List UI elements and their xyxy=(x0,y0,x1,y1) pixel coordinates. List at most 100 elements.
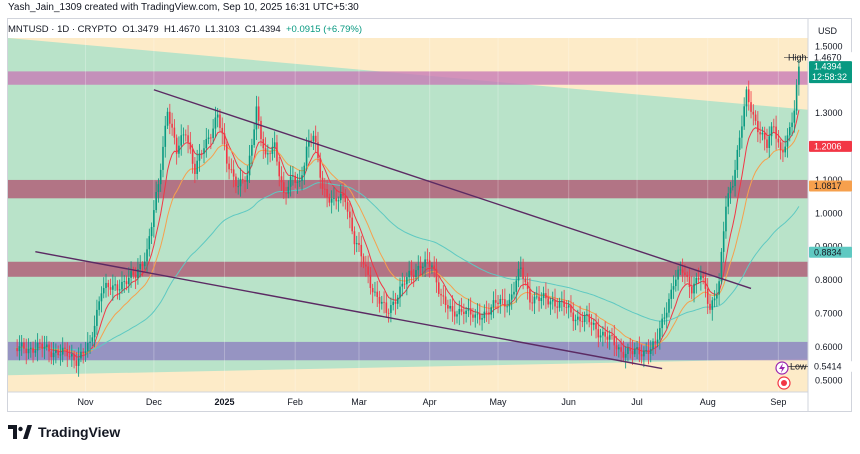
candle-body xyxy=(702,275,704,278)
candle-body xyxy=(82,351,85,354)
candle-body xyxy=(374,291,376,293)
candle-body xyxy=(314,135,317,143)
candle-body xyxy=(545,293,547,299)
candle-body xyxy=(613,335,616,346)
ohlc-open: O1.3479 xyxy=(122,24,159,35)
candle-body xyxy=(102,288,105,294)
candle-body xyxy=(216,114,219,118)
candle-body xyxy=(308,140,310,147)
candle-body xyxy=(226,144,228,164)
candle-body xyxy=(98,301,100,310)
candle-body xyxy=(251,145,253,156)
candle-body xyxy=(622,351,625,358)
candle-body xyxy=(18,346,21,352)
candle-body xyxy=(499,298,502,305)
candle-body xyxy=(447,304,449,309)
candle-body xyxy=(287,186,290,194)
candle-body xyxy=(178,145,180,154)
candle-body xyxy=(488,312,490,315)
candle-body xyxy=(656,339,659,344)
candle-body xyxy=(690,287,693,294)
candle-body xyxy=(399,286,401,298)
candle-body xyxy=(20,342,23,347)
candle-body xyxy=(779,142,782,151)
candle-body xyxy=(93,325,96,338)
candle-body xyxy=(547,298,549,305)
candle-body xyxy=(608,335,611,340)
candle-body xyxy=(43,346,46,349)
candle-body xyxy=(583,314,586,323)
candle-body xyxy=(670,289,673,299)
candle-body xyxy=(189,142,192,150)
candle-body xyxy=(754,114,757,121)
trendline-1 xyxy=(153,89,752,290)
candle-body xyxy=(453,311,456,317)
currency-label: USD xyxy=(818,26,838,36)
price-badge-value-ema_fast: 1.2006 xyxy=(814,141,842,151)
candle-body xyxy=(444,296,447,305)
candle-body xyxy=(649,349,652,354)
candle-body xyxy=(48,344,50,352)
candle-body xyxy=(542,293,545,298)
candle-body xyxy=(317,142,319,158)
candle-body xyxy=(745,89,748,107)
candle-body xyxy=(437,282,440,294)
y-tick-label: 1.3000 xyxy=(815,108,843,118)
candle-body xyxy=(194,163,196,174)
candle-body xyxy=(86,342,89,352)
candle-body xyxy=(442,295,445,297)
price-badge-value-ema_slow: 0.8834 xyxy=(814,247,842,257)
candle-body xyxy=(759,132,761,135)
support-zone xyxy=(8,341,808,361)
y-tick-label: 0.8000 xyxy=(815,275,843,285)
x-tick-label: Sep xyxy=(770,397,786,407)
candle-body xyxy=(77,358,80,366)
candle-body xyxy=(688,276,691,288)
candle-body xyxy=(64,347,66,349)
candle-body xyxy=(75,360,78,366)
candle-body xyxy=(141,264,144,267)
candle-body xyxy=(125,281,128,285)
x-tick-label: Jun xyxy=(561,397,576,407)
candle-body xyxy=(554,299,556,307)
candle-body xyxy=(207,137,210,139)
candle-body xyxy=(467,308,470,311)
candle-body xyxy=(71,354,73,357)
candle-body xyxy=(784,146,787,153)
tradingview-logo[interactable]: TradingView xyxy=(8,424,120,440)
candle-body xyxy=(394,301,397,304)
candle-body xyxy=(157,184,160,193)
price-badge-value-last: 1.4394 xyxy=(814,62,842,72)
candle-body xyxy=(150,227,153,237)
candle-body xyxy=(474,314,477,318)
candle-body xyxy=(431,265,433,267)
candle-body xyxy=(636,347,638,349)
candle-body xyxy=(143,261,146,267)
candle-body xyxy=(221,127,224,134)
candle-body xyxy=(483,311,486,319)
candle-body xyxy=(276,142,278,162)
x-tick-label: Apr xyxy=(423,397,437,407)
candle-body xyxy=(533,296,536,304)
candle-body xyxy=(747,89,750,103)
candle-body xyxy=(645,350,647,352)
candle-body xyxy=(367,266,369,275)
candle-body xyxy=(777,138,780,143)
candle-body xyxy=(29,347,32,349)
candle-body xyxy=(280,176,283,183)
candle-body xyxy=(292,175,294,177)
candle-body xyxy=(298,181,301,182)
candle-body xyxy=(458,308,461,315)
candle-body xyxy=(693,283,695,294)
candle-body xyxy=(232,169,235,177)
candle-body xyxy=(96,309,98,326)
candle-body xyxy=(23,342,25,349)
symbol-name[interactable]: MNTUSD · 1D · CRYPTO xyxy=(8,24,117,35)
tradingview-logo-icon xyxy=(8,425,32,439)
candle-body xyxy=(109,287,112,290)
candle-body xyxy=(146,249,148,262)
candle-body xyxy=(738,137,741,150)
candle-body xyxy=(105,282,107,289)
candle-body xyxy=(205,138,208,149)
